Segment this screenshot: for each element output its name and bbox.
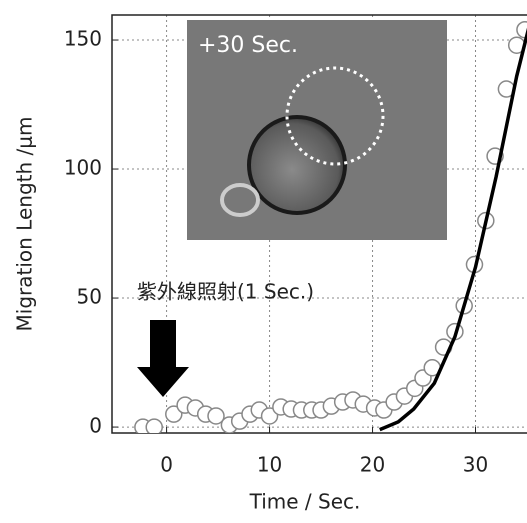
marks xyxy=(134,20,527,433)
x-tick-label: 20 xyxy=(360,453,385,477)
data-point xyxy=(260,407,279,425)
arrow xyxy=(137,320,189,397)
x-tick-label: 30 xyxy=(463,453,488,477)
inset-small-cell xyxy=(220,183,260,217)
inset-dotted-circle xyxy=(285,66,385,166)
data-point xyxy=(207,407,225,425)
y-tick-label: 0 xyxy=(89,414,102,438)
data-point xyxy=(145,418,163,433)
annotation: 紫外線照射(1 Sec.) xyxy=(137,280,314,304)
inset-cell xyxy=(247,115,347,215)
y-axis-label: Migration Length /μm xyxy=(13,117,37,332)
inset-photo: +30 Sec. xyxy=(187,20,447,240)
y-tick-label: 50 xyxy=(77,285,102,309)
inset-label: +30 Sec. xyxy=(198,33,298,58)
fit-line xyxy=(379,27,527,432)
grid xyxy=(112,15,527,433)
x-axis-label: Time / Sec. xyxy=(249,490,361,514)
y-tick-label: 150 xyxy=(64,27,102,51)
x-tick-label: 0 xyxy=(160,453,173,477)
data-point xyxy=(165,405,183,423)
y-tick-label: 100 xyxy=(64,156,102,180)
plot-frame xyxy=(111,14,527,434)
x-tick-label: 10 xyxy=(257,453,282,477)
